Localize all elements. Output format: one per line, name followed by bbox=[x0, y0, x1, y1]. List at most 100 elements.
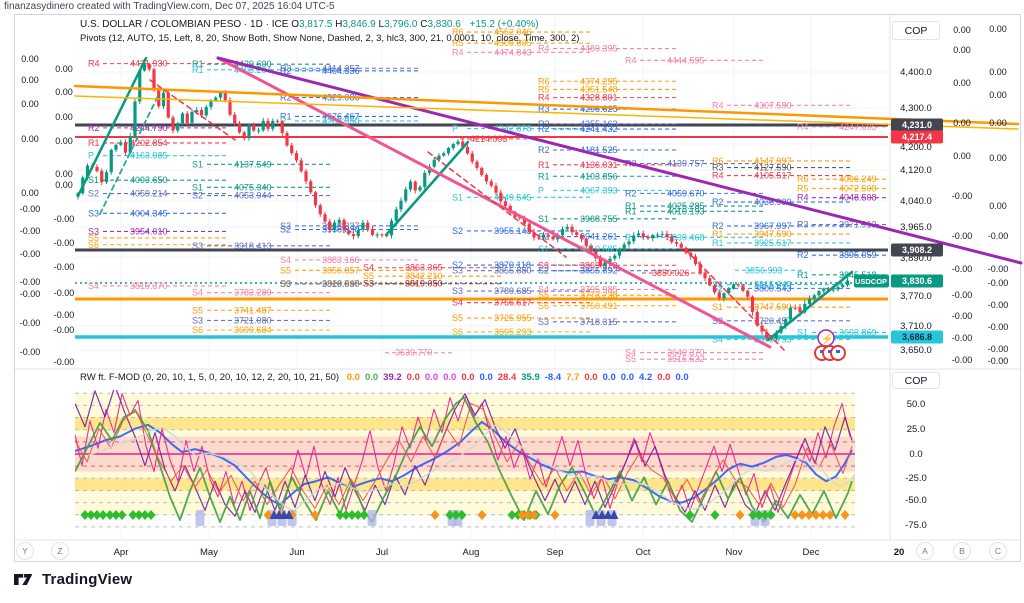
timeframe-button-a[interactable] bbox=[916, 542, 934, 560]
pivot-label: R6 bbox=[452, 27, 464, 37]
pivot-label: S5 bbox=[363, 271, 374, 281]
signal-diamond-marker bbox=[735, 510, 745, 520]
candle-body bbox=[518, 217, 522, 219]
indicator-scale-value: -0.00 bbox=[54, 310, 75, 320]
timeframe-button-b[interactable] bbox=[953, 542, 971, 560]
symbol-price-tag bbox=[854, 274, 889, 288]
signal-triangle-marker bbox=[591, 510, 601, 519]
pivot-value: 4036.999 bbox=[754, 197, 792, 207]
signal-diamond-marker bbox=[804, 510, 814, 520]
timeframe-button-c[interactable] bbox=[989, 542, 1007, 560]
candle-body bbox=[456, 141, 460, 145]
candle-body bbox=[632, 235, 636, 242]
symbol-legend[interactable]: U.S. DOLLAR / COLOMBIAN PESO · 1D · ICE … bbox=[80, 19, 539, 30]
pivot-label: S4 bbox=[538, 285, 549, 295]
pivot-value: 3815.645 bbox=[754, 280, 792, 290]
tradingview-logo[interactable]: TradingView bbox=[14, 571, 132, 588]
pivot-value: 4181.525 bbox=[580, 145, 618, 155]
candle-body bbox=[100, 170, 104, 183]
candle-body bbox=[342, 219, 346, 231]
signal-diamond-marker bbox=[451, 510, 461, 520]
signal-diamond-marker bbox=[134, 510, 144, 520]
candle-body bbox=[413, 181, 417, 191]
signal-diamond-marker bbox=[529, 510, 539, 520]
indicator-axis-label: -75.0 bbox=[905, 520, 927, 531]
price-axis-label: 4,200.0 bbox=[900, 142, 932, 153]
currency-button-indicator[interactable]: COP bbox=[892, 372, 940, 389]
candle-body bbox=[527, 223, 531, 233]
pivot-label: R1 bbox=[280, 111, 292, 121]
price-axis-label: 3,710.0 bbox=[900, 321, 932, 332]
pivot-value: 4127.590 bbox=[754, 163, 792, 173]
pivot-label: S4 bbox=[192, 288, 203, 298]
price-badge-label: 4,217.4 bbox=[902, 132, 932, 142]
pivot-value: 4147.997 bbox=[754, 156, 792, 166]
indicator-scale-value: 0.00 bbox=[55, 87, 73, 97]
pivot-value: 4163.985 bbox=[130, 151, 168, 161]
candle-body bbox=[133, 101, 137, 136]
indicator-scale-value: -0.00 bbox=[20, 347, 41, 357]
pivot-label: S3 bbox=[452, 286, 463, 296]
pivot-label: S6 bbox=[88, 240, 99, 250]
coin-flags-emoji bbox=[820, 350, 824, 353]
indicator-legend[interactable]: RW ft. F-MOD (0, 20, 10, 1, 5, 0, 20, 10… bbox=[80, 372, 689, 383]
pivot-value: 3855.892 bbox=[580, 266, 618, 276]
pivot-label: R1 bbox=[712, 238, 724, 248]
candle-body bbox=[408, 181, 413, 190]
indicator-value: 0.0 bbox=[406, 372, 420, 383]
candle-body bbox=[157, 89, 161, 107]
pivot-label: R1 bbox=[538, 171, 550, 181]
change-value: +15.2 (+0.40%) bbox=[469, 19, 539, 30]
pivot-label: S1 bbox=[88, 175, 99, 185]
pivot-label: R4 bbox=[712, 100, 724, 110]
pivot-value: 3795.985 bbox=[580, 285, 618, 295]
indicator-scale-value: -0.00 bbox=[20, 249, 41, 259]
candle-body bbox=[755, 311, 759, 326]
signal-box-marker bbox=[195, 510, 205, 526]
trend-line bbox=[384, 140, 470, 237]
pivot-label: S2 bbox=[712, 283, 723, 293]
timeframe-button-z[interactable] bbox=[51, 542, 69, 560]
indicator-scale-value: 0.00 bbox=[55, 169, 73, 179]
signal-diamond-marker bbox=[140, 510, 150, 520]
signal-diamond-marker bbox=[811, 510, 821, 520]
trend-line bbox=[427, 151, 567, 258]
candle-body bbox=[176, 123, 180, 131]
pivot-value: 4296.625 bbox=[580, 104, 618, 114]
symbol-timeframe[interactable]: 1D bbox=[250, 19, 263, 30]
candle-body bbox=[152, 69, 156, 90]
pivot-value: 4328.801 bbox=[580, 93, 618, 103]
candle-body bbox=[299, 160, 303, 172]
green-osc-line bbox=[75, 396, 853, 523]
pivot-label: R1 bbox=[797, 270, 809, 280]
pivot-label: S5 bbox=[280, 265, 291, 275]
indicator-scale-value: 0.00 bbox=[21, 99, 39, 109]
pivot-value: 3967.997 bbox=[754, 221, 792, 231]
signal-diamond-marker bbox=[754, 510, 764, 520]
candle-body bbox=[746, 290, 750, 297]
pivot-label: R1 bbox=[712, 229, 724, 239]
candle-body bbox=[717, 292, 721, 299]
currency-button-main[interactable]: COP bbox=[892, 21, 940, 40]
pivot-label: R4 bbox=[538, 93, 550, 103]
pivot-value: 3958.830 bbox=[322, 224, 360, 234]
pivot-value: 4075.340 bbox=[234, 182, 272, 192]
indicator-scale-value: -0.00 bbox=[54, 238, 75, 248]
indicator-scale-value: 0.00 bbox=[55, 180, 73, 190]
pivot-value: 4025.285 bbox=[667, 201, 705, 211]
pivot-label: R3 bbox=[280, 63, 292, 73]
attribution-text: finanzasydinero created with TradingView… bbox=[4, 1, 335, 12]
pivots-settings-legend[interactable]: Pivots (12, AUTO, 15, Left, 8, 20, Show … bbox=[80, 33, 580, 44]
pivot-label: R5 bbox=[538, 84, 550, 94]
price-badge-label: 3,830.6 bbox=[902, 276, 932, 286]
signal-diamond-marker bbox=[760, 510, 770, 520]
candle-body bbox=[85, 165, 90, 178]
indicator-scale-value: -0.00 bbox=[952, 264, 973, 274]
candle-body bbox=[784, 319, 788, 327]
timeframe-button-y[interactable] bbox=[16, 542, 34, 560]
candle-body bbox=[375, 234, 379, 236]
indicator-scale-value: -0.00 bbox=[952, 355, 973, 365]
candle-body bbox=[679, 243, 683, 248]
candle-body bbox=[442, 153, 446, 156]
